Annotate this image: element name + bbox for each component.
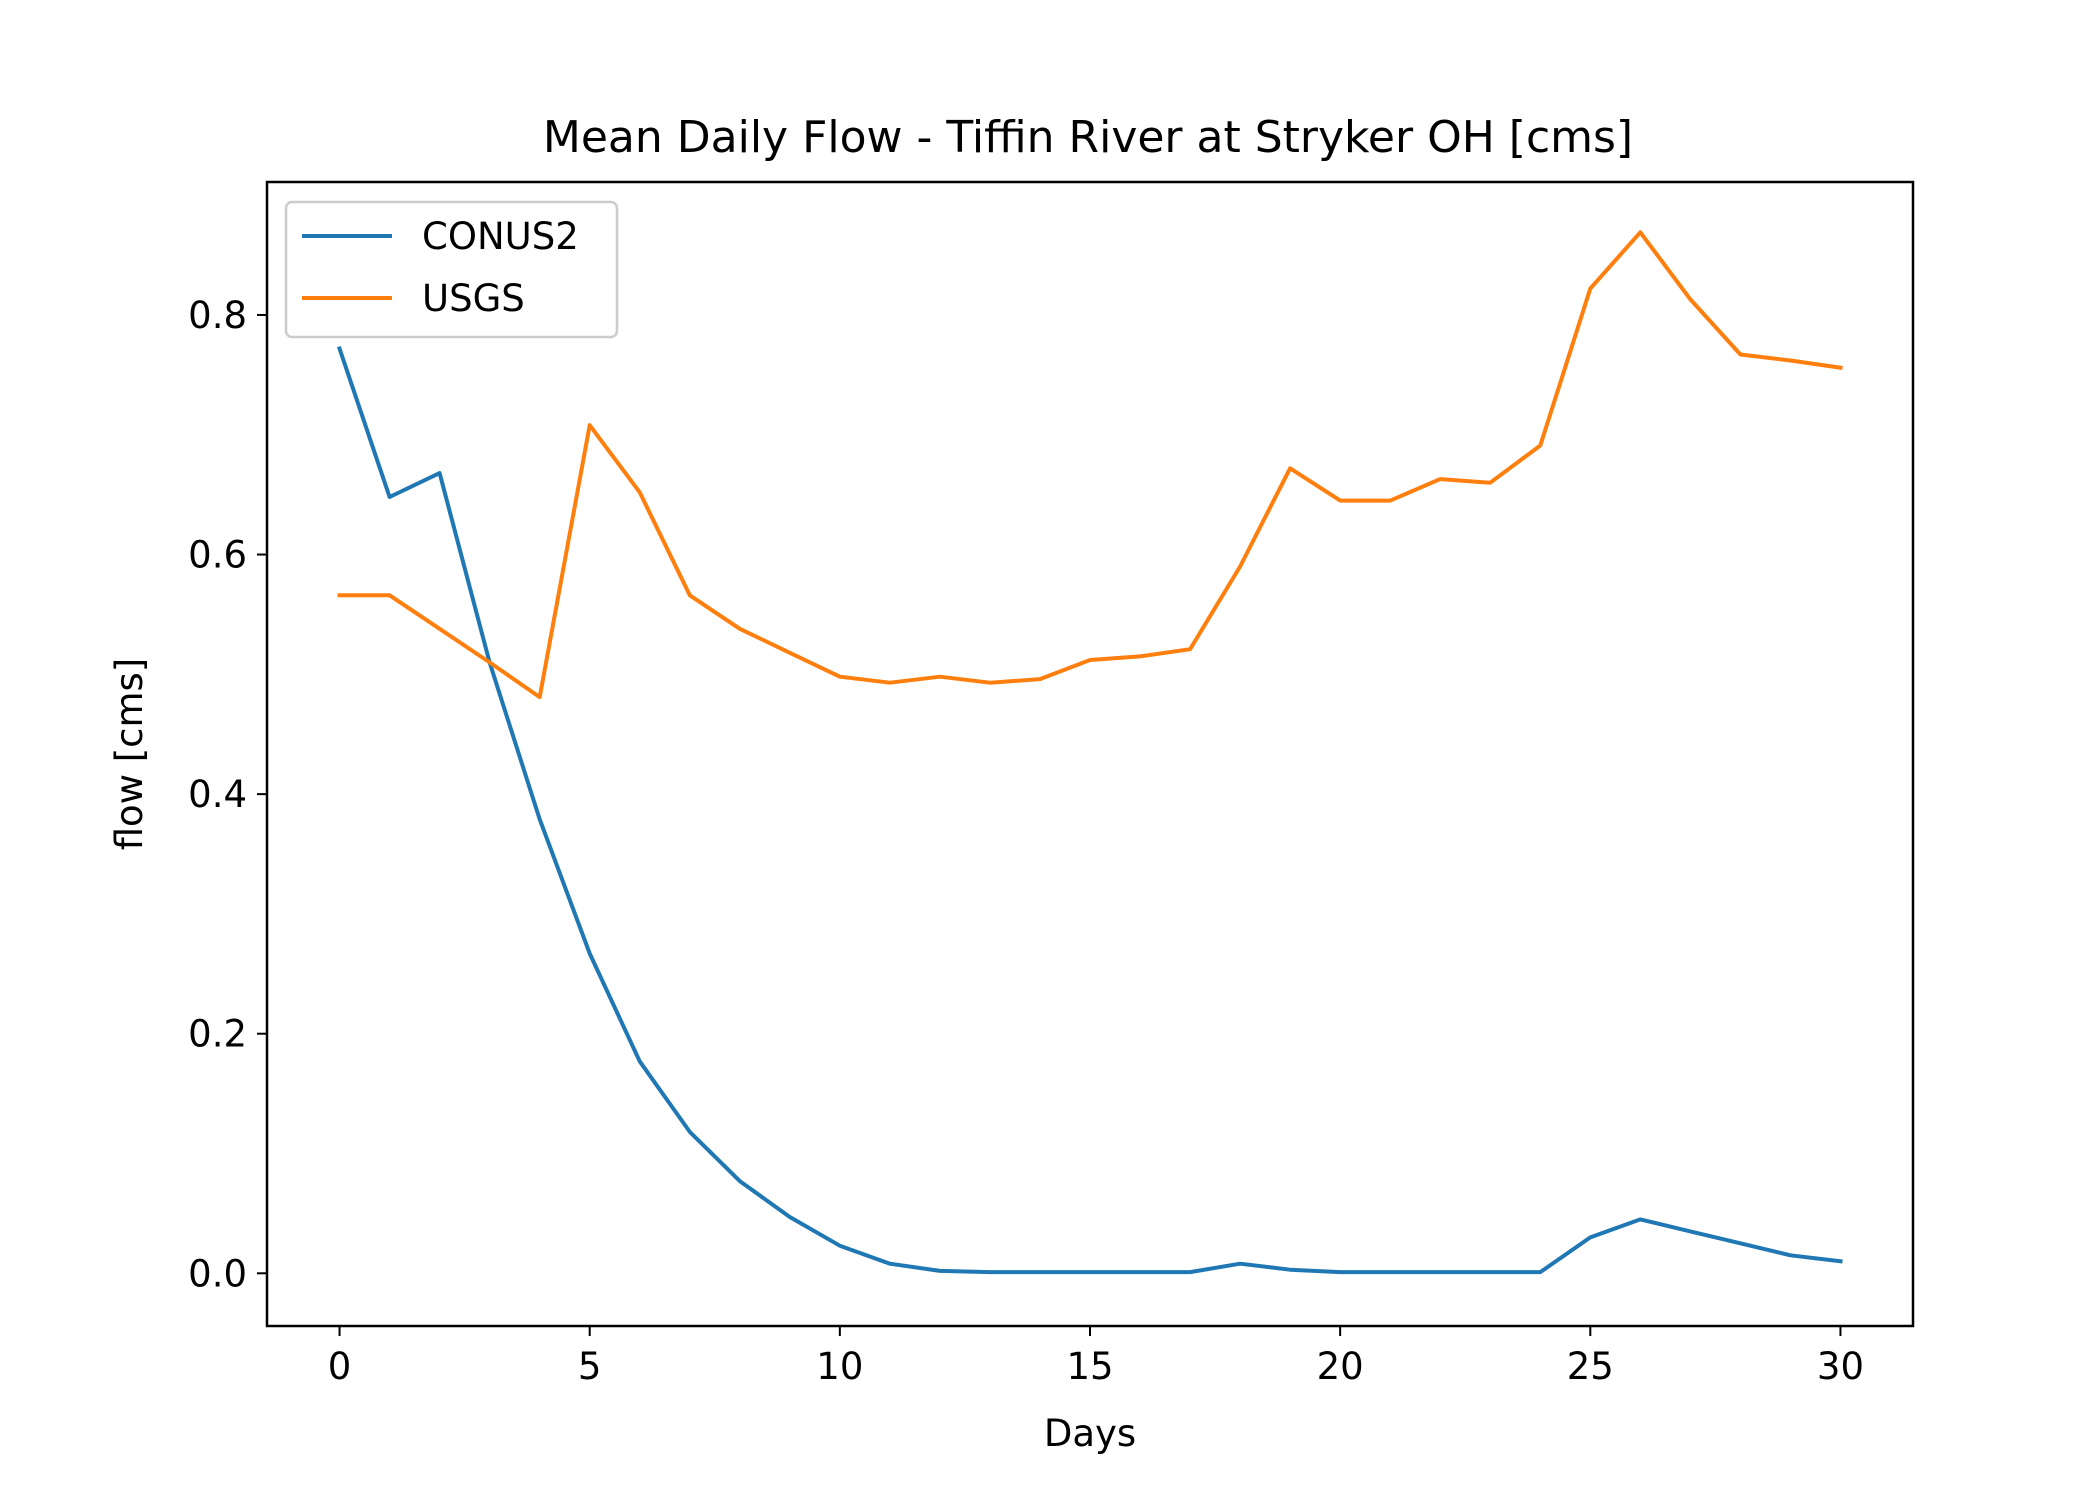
x-tick-label: 25 xyxy=(1567,1345,1614,1388)
series-line-usgs xyxy=(337,230,1843,700)
series-layer xyxy=(336,230,1843,1275)
x-axis-label: Days xyxy=(1044,1412,1136,1455)
x-axis-ticks: 0 5 10 15 20 25 30 xyxy=(328,1326,1864,1388)
x-tick-label: 10 xyxy=(816,1345,863,1388)
y-axis-ticks: 0.0 0.2 0.4 0.6 0.8 xyxy=(188,294,267,1295)
y-tick-label: 0.2 xyxy=(188,1013,247,1056)
y-tick-label: 0.0 xyxy=(188,1252,247,1295)
x-tick-label: 20 xyxy=(1317,1345,1364,1388)
series-line-conus2 xyxy=(336,345,1843,1275)
y-tick-label: 0.6 xyxy=(188,534,247,577)
legend-label-conus2: CONUS2 xyxy=(422,215,579,258)
x-tick-label: 5 xyxy=(578,1345,602,1388)
chart-title: Mean Daily Flow - Tiffin River at Stryke… xyxy=(543,112,1633,163)
y-axis-label: flow [cms] xyxy=(108,658,151,851)
legend: CONUS2 USGS xyxy=(284,200,619,339)
y-tick-label: 0.8 xyxy=(188,294,247,337)
legend-label-usgs: USGS xyxy=(422,277,525,320)
y-tick-label: 0.4 xyxy=(188,773,247,816)
x-tick-label: 0 xyxy=(328,1345,352,1388)
x-tick-label: 15 xyxy=(1066,1345,1113,1388)
x-tick-label: 30 xyxy=(1817,1345,1864,1388)
